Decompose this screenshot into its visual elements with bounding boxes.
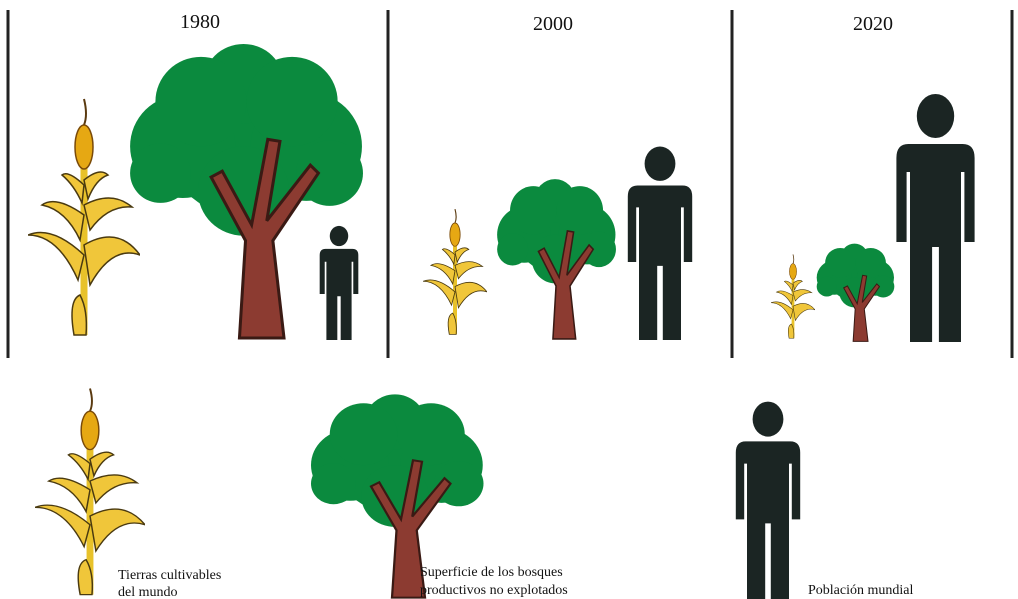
legend-label: del mundo [118, 585, 178, 599]
legend-label: Población mundial [808, 583, 913, 598]
legend-label: Tierras cultivables [118, 568, 221, 583]
corn-icon [771, 253, 815, 340]
year-label: 2020 [853, 13, 893, 35]
corn-icon [28, 99, 140, 335]
year-label: 1980 [180, 11, 220, 33]
person-icon [627, 146, 693, 340]
person-icon [319, 225, 359, 340]
person-legend-icon [735, 401, 801, 599]
tree-icon [496, 178, 617, 340]
corn-legend-icon [35, 388, 145, 594]
corn-icon [423, 207, 487, 337]
year-label: 2000 [533, 13, 573, 35]
legend-label: Superficie de los bosques [420, 565, 563, 580]
legend-label: productivos no explotados [420, 583, 568, 598]
tree-icon [816, 243, 895, 342]
panel-dividers [6, 10, 1014, 358]
person-icon [896, 94, 975, 342]
